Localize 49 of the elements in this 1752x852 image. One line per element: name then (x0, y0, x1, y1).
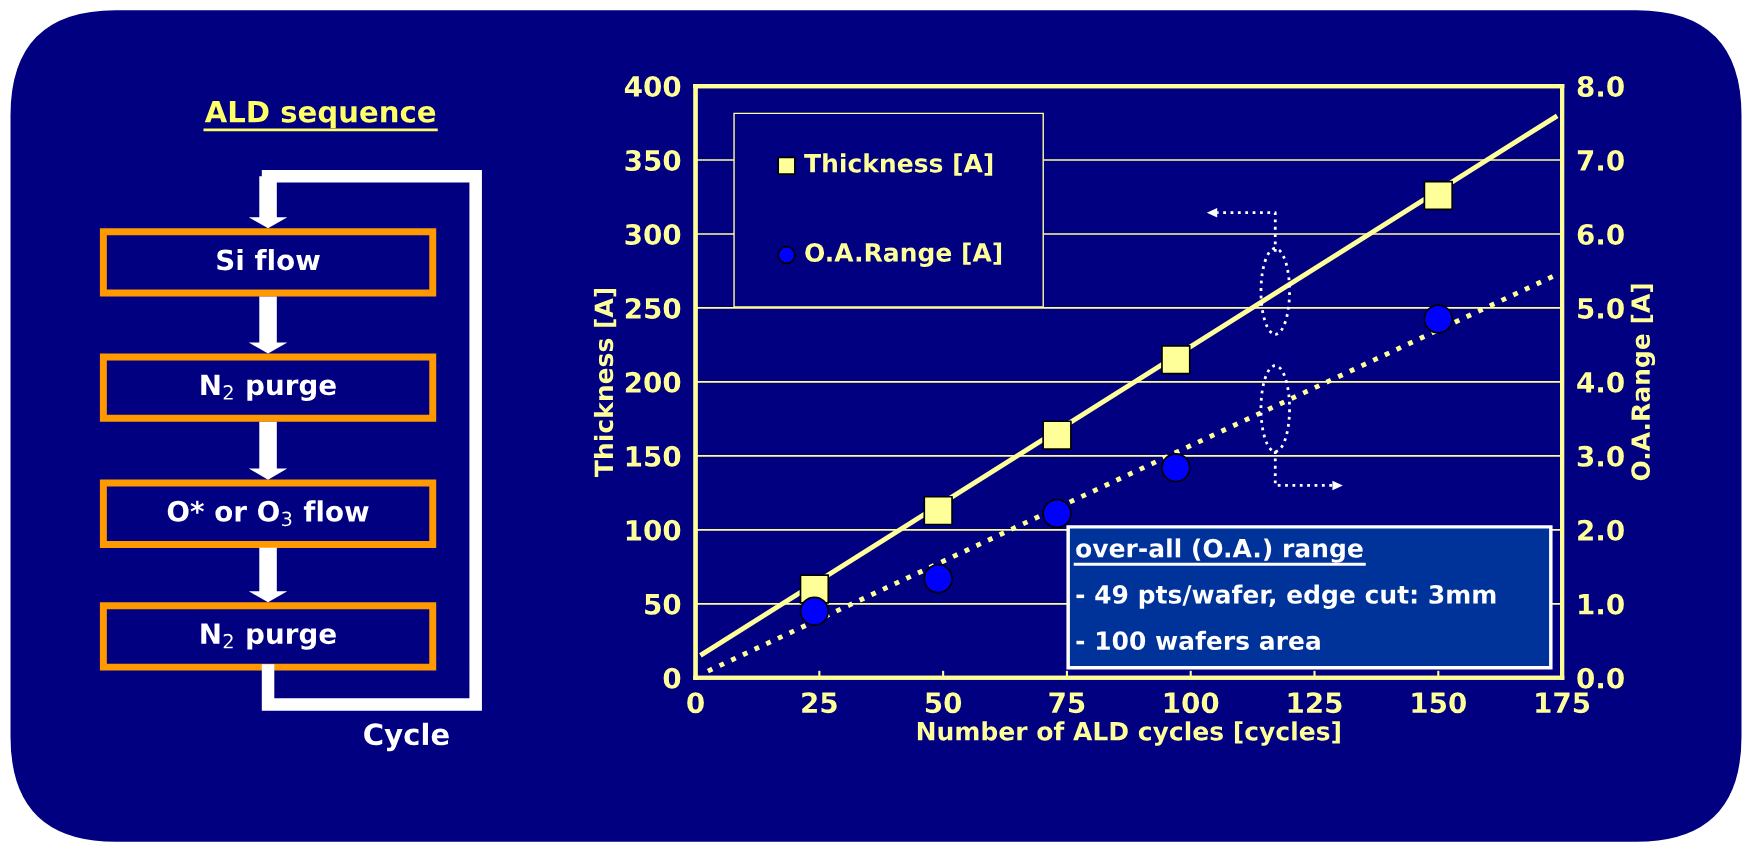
y2-tick-label: 6.0 (1577, 223, 1624, 245)
y-tick-label: 100 (626, 519, 681, 541)
text: N$_{2}$ purge (201, 623, 336, 650)
y-tick-label: 0 (663, 667, 681, 689)
x-tick-label: 175 (1536, 692, 1590, 714)
y2-tick-label: 3.0 (1577, 445, 1624, 467)
point (799, 596, 830, 626)
point (1042, 498, 1072, 529)
y2-tick-label: 5.0 (1578, 297, 1624, 319)
text: Cycle (364, 722, 449, 752)
point (1423, 180, 1454, 211)
text: Si flow (217, 248, 320, 271)
text: O* or O$_{3}$ flow (167, 500, 369, 527)
legend-label: O.A.Range [A] (805, 242, 1002, 267)
y2-tick-label: 4.0 (1577, 371, 1624, 393)
y2-tick-label: 8.0 (1577, 75, 1624, 97)
y2-tick-label: 1.0 (1579, 593, 1624, 615)
point (923, 495, 953, 526)
y-tick-label: 400 (624, 75, 681, 97)
legend-label: Thickness [A] (804, 153, 993, 176)
point (1423, 304, 1454, 334)
y2-tick-label: 2.0 (1578, 519, 1624, 541)
annotation: - 49 pts/wafer, edge cut: 3mm (1076, 584, 1496, 609)
point (1161, 452, 1191, 483)
x-tick-label: 0 (687, 692, 704, 714)
point (923, 563, 953, 594)
y-tick-label: 200 (625, 371, 681, 393)
y-tick-label: 50 (645, 593, 681, 615)
y2-axis-title: O.A.Range [A] (1630, 284, 1656, 481)
x-axis-title: Number of ALD cycles [cycles] (917, 721, 1340, 746)
x-tick-label: 125 (1288, 692, 1342, 714)
y-tick-label: 150 (626, 445, 681, 467)
y2-tick-label: 0.0 (1577, 667, 1624, 689)
text: ALD sequence (204, 100, 436, 129)
annotation: over-all (O.A.) range (1076, 538, 1363, 563)
point (1042, 420, 1072, 450)
y2-tick-label: 7.0 (1577, 149, 1624, 171)
x-tick-label: 150 (1412, 692, 1466, 714)
point (1161, 344, 1191, 375)
x-tick-label: 25 (802, 692, 837, 714)
x-tick-label: 75 (1049, 692, 1085, 714)
text: N$_{2}$ purge (201, 374, 336, 401)
x-tick-label: 100 (1164, 692, 1219, 714)
y-tick-label: 300 (625, 223, 681, 245)
y-tick-label: 350 (625, 149, 681, 171)
y-axis-title: Thickness [A] (593, 288, 617, 477)
x-tick-label: 50 (925, 692, 962, 714)
y-tick-label: 250 (625, 297, 681, 319)
annotation: - 100 wafers area (1076, 630, 1320, 651)
